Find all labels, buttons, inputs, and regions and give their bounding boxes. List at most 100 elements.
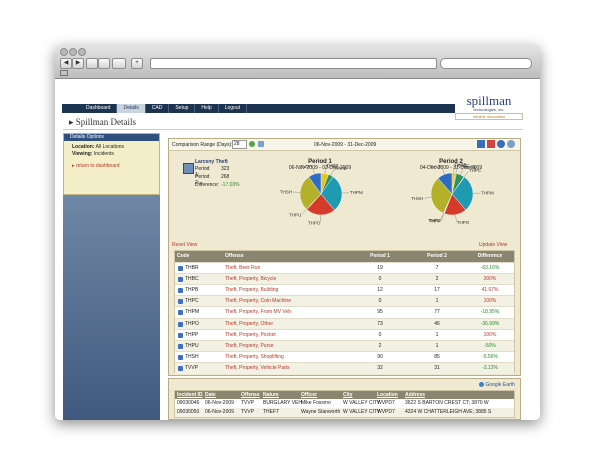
summary-label: Period 2: — [195, 174, 210, 186]
table-cell: THBC — [185, 276, 199, 283]
summary-label: Period 1: — [195, 166, 210, 178]
days-input[interactable]: 28 — [232, 140, 247, 149]
pie-leader — [455, 166, 458, 174]
incident-row[interactable]: 09030046 06-Nov-2009 TVVP BURGLARY VEH Mike … — [175, 399, 514, 408]
column-header[interactable]: Difference — [477, 253, 503, 259]
help-button[interactable] — [507, 140, 515, 148]
bookmarks-icon[interactable] — [60, 70, 68, 76]
offense-name: Theft, Property, Building — [225, 287, 279, 294]
row-checkbox[interactable] — [178, 332, 183, 338]
table-row: THPP Theft, Property, Pocket 0 1 100% — [175, 328, 514, 341]
table-cell: 19 — [377, 265, 383, 271]
bookmark-button[interactable] — [112, 58, 126, 69]
location-label: Location: — [72, 144, 95, 150]
row-checkbox[interactable] — [178, 266, 183, 271]
pie-label: THSH — [280, 189, 292, 194]
column-header[interactable]: Offense — [241, 392, 260, 398]
pie-slice — [451, 176, 474, 211]
calendar-button[interactable] — [258, 141, 264, 147]
column-header[interactable]: Location — [377, 392, 398, 398]
text-smaller-button[interactable] — [86, 58, 98, 69]
nav-tab[interactable]: Details — [117, 104, 146, 113]
column-header[interactable]: Code — [177, 253, 190, 259]
column-header[interactable]: Address — [405, 392, 426, 398]
row-checkbox[interactable] — [178, 354, 183, 360]
column-header[interactable]: Date — [205, 392, 216, 398]
back-button[interactable]: ◀ — [60, 58, 72, 69]
nav-tab[interactable]: Logout — [219, 104, 247, 113]
update-view-link[interactable]: Update View — [479, 242, 508, 248]
table-cell: 85 — [434, 353, 440, 360]
table-cell: 1 — [435, 331, 439, 338]
search-field[interactable] — [440, 58, 532, 69]
column-header[interactable]: Offense — [225, 253, 244, 259]
column-header[interactable]: Period 2 — [427, 253, 447, 259]
table-cell: 73 — [377, 320, 383, 327]
chart-view-button[interactable] — [477, 140, 485, 148]
row-checkbox[interactable] — [178, 321, 183, 327]
minimize-button[interactable] — [69, 48, 77, 56]
reset-view-link[interactable]: Reset View — [172, 242, 198, 248]
column-header[interactable]: Period 1 — [370, 253, 390, 259]
incident-cell: W VALLEY CITY — [343, 400, 381, 406]
print-button[interactable] — [497, 140, 505, 148]
pie-label: TVVP — [300, 164, 312, 169]
row-checkbox[interactable] — [178, 299, 183, 305]
row-checkbox[interactable] — [178, 310, 183, 316]
pie-slice — [308, 172, 322, 195]
period1-title: Period 1 — [308, 159, 332, 165]
pie-leader — [293, 191, 301, 193]
details-options: Details Options Location: All Locations … — [63, 133, 160, 195]
column-header[interactable]: Officer — [301, 392, 318, 398]
table-header: Code Offense Period 1 Period 2 Difference — [175, 251, 514, 262]
nav-tab[interactable]: CAD — [146, 104, 170, 113]
text-larger-button[interactable] — [98, 58, 110, 69]
row-checkbox[interactable] — [178, 343, 183, 349]
location-row: Location: All Locations — [72, 144, 124, 150]
viewing-row: Viewing: Incidents — [72, 151, 114, 157]
offense-icon — [183, 163, 194, 174]
return-link-text[interactable]: return to dashboard — [75, 163, 120, 169]
pie-label: THPC — [469, 168, 482, 173]
column-header[interactable]: City — [343, 392, 353, 398]
incident-row[interactable]: 09030050 06-Nov-2009 TVVP THEFT Wayne Stanwo… — [175, 408, 514, 417]
viewing-label: Viewing: — [72, 151, 93, 157]
incident-cell: 09030050 — [177, 409, 200, 415]
return-link[interactable]: ▸ return to dashboard — [72, 163, 120, 169]
pdf-button[interactable] — [487, 140, 495, 148]
row-checkbox[interactable] — [178, 365, 183, 371]
row-checkbox[interactable] — [178, 277, 183, 283]
pie-label: THPP — [429, 218, 441, 223]
incident-cell: Wayne Stanworth — [301, 409, 341, 415]
forward-button[interactable]: ▶ — [72, 58, 84, 69]
pie-label: THPM — [350, 190, 363, 195]
google-earth-link[interactable]: Google Earth — [485, 382, 515, 388]
column-header[interactable]: Incident ID — [177, 392, 203, 398]
column-header[interactable]: Nature — [263, 392, 279, 398]
address-bar[interactable] — [150, 58, 437, 69]
google-earth[interactable]: Google Earth — [479, 382, 515, 388]
pie-slice — [299, 176, 322, 210]
table-cell: 31 — [434, 364, 440, 371]
nav-tab[interactable]: Setup — [169, 104, 196, 113]
nav-tab[interactable]: Help — [195, 104, 219, 113]
nav-tab[interactable]: Dashboard — [80, 104, 118, 113]
offense-name: Theft, Property, Bicycle — [225, 276, 277, 283]
browser-window: ◀ ▶ + Dashboard Details CAD Setup Help Logout… — [55, 45, 540, 420]
zoom-button[interactable] — [78, 48, 86, 56]
table-cell: -3.12% — [482, 364, 498, 371]
pie-label: THPU — [428, 218, 440, 223]
period1-heading: Period 1 06-Nov-2009 - 03-Dec-2009 — [284, 159, 356, 171]
close-button[interactable] — [60, 48, 68, 56]
divider — [63, 129, 523, 130]
table-cell: -50% — [484, 342, 496, 349]
new-tab-button[interactable]: + — [131, 58, 143, 69]
pie-leader — [464, 171, 469, 178]
pie-slice — [430, 178, 453, 214]
pie-label: THBR — [326, 163, 339, 168]
row-checkbox[interactable] — [178, 288, 183, 294]
pie-label: THPU — [289, 213, 301, 218]
table-cell: 46 — [434, 320, 440, 327]
go-button[interactable] — [249, 141, 255, 147]
offense-name: Theft, Beer Run — [225, 265, 261, 271]
